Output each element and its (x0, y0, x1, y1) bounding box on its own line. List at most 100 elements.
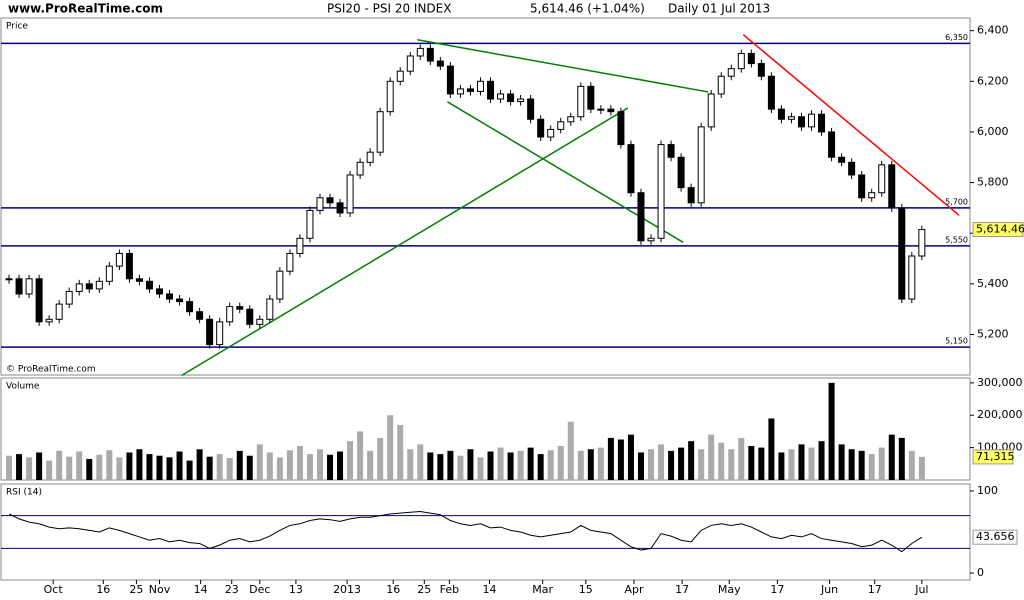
candle-body (557, 121, 565, 130)
candle-body (236, 306, 244, 310)
candle-body (527, 98, 535, 120)
volume-bar (858, 450, 865, 480)
candle-body (828, 131, 836, 158)
candle-body (386, 80, 394, 113)
x-tick-label: 17 (675, 583, 689, 596)
y-tick-label: 0 (977, 566, 984, 579)
volume-bar (467, 449, 474, 480)
volume-bar (658, 444, 665, 480)
volume-bar (758, 447, 765, 480)
candle-body (256, 318, 264, 325)
candle-body (587, 85, 595, 110)
volume-bar (648, 449, 655, 480)
candle-body (878, 164, 886, 194)
candle-body (898, 207, 906, 300)
x-tick-label: Jun (820, 583, 838, 596)
volume-bar (397, 424, 404, 480)
volume-bar (46, 460, 53, 480)
candle-body (336, 202, 344, 214)
candle-body (166, 293, 174, 300)
volume-bar (427, 452, 434, 480)
volume-bar (377, 437, 384, 480)
volume-bar (708, 434, 715, 480)
x-tick-label: Feb (440, 583, 459, 596)
volume-bar (798, 444, 805, 480)
candle-body (497, 93, 505, 100)
volume-bar (176, 451, 183, 480)
candle-body (727, 68, 735, 77)
trendline (181, 107, 629, 377)
volume-bar (106, 450, 113, 480)
candle-body (75, 283, 83, 292)
volume-bar (26, 457, 33, 480)
level-label: 6,350 (945, 33, 968, 42)
volume-bar (728, 449, 735, 480)
x-tick-label: 14 (483, 583, 497, 596)
candle-body (918, 229, 926, 257)
volume-bar (868, 454, 875, 480)
x-tick-label: 14 (194, 583, 208, 596)
volume-bar (487, 451, 494, 480)
volume-bar (387, 415, 394, 480)
candle-body (607, 108, 615, 113)
volume-bar (668, 450, 675, 480)
x-tick-label: 16 (386, 583, 400, 596)
candle-body (276, 270, 284, 300)
candle-body (597, 108, 605, 111)
candle-body (537, 118, 545, 138)
candle-body (85, 283, 93, 290)
volume-bar (637, 452, 644, 480)
volume-bar (888, 434, 895, 480)
level-label: 5,700 (945, 197, 968, 206)
candle-body (35, 278, 43, 323)
trendline (417, 39, 709, 93)
x-tick-label: 17 (868, 583, 882, 596)
volume-bar (918, 456, 925, 480)
volume-panel (0, 377, 971, 481)
candle-body (838, 156, 846, 163)
trendline (742, 34, 960, 216)
candle-body (45, 318, 53, 323)
candle-body (547, 128, 555, 138)
candle-body (667, 144, 675, 158)
x-tick-label: Nov (149, 583, 171, 596)
volume-bar (407, 449, 414, 480)
candle-body (125, 252, 133, 280)
candle-body (617, 111, 625, 146)
volume-bar (276, 457, 283, 480)
volume-bar (86, 458, 93, 480)
level-label: 5,550 (945, 235, 968, 244)
volume-bar (457, 455, 464, 480)
x-tick-label: 13 (289, 583, 303, 596)
x-tick-label: Mar (532, 583, 553, 596)
candle-body (346, 174, 354, 214)
candle-body (135, 278, 143, 282)
y-tick-label: 5,800 (977, 176, 1009, 189)
candle-body (246, 308, 254, 325)
candle-body (306, 209, 314, 239)
volume-bar (126, 452, 133, 480)
volume-bar (166, 457, 173, 480)
candle-body (55, 303, 63, 320)
volume-bar (316, 449, 323, 480)
candle-body (567, 116, 575, 123)
title: PSI20 - PSI 20 INDEX (327, 2, 451, 16)
candle-body (717, 75, 725, 95)
x-tick-label: 17 (770, 583, 784, 596)
x-tick-label: 16 (96, 583, 110, 596)
candle-body (286, 252, 294, 272)
volume-bar (236, 450, 243, 480)
candle-body (787, 116, 795, 120)
volume-bar (186, 460, 193, 480)
y-tick-label: 5,200 (977, 327, 1009, 340)
volume-bar (497, 447, 504, 480)
volume-bar (688, 441, 695, 480)
volume-bar (778, 452, 785, 480)
volume-bar (507, 452, 514, 480)
volume-bar (6, 455, 13, 480)
x-tick-label: Jul (914, 583, 928, 596)
y-tick-label: 100 (977, 484, 998, 497)
candle-body (687, 187, 695, 204)
